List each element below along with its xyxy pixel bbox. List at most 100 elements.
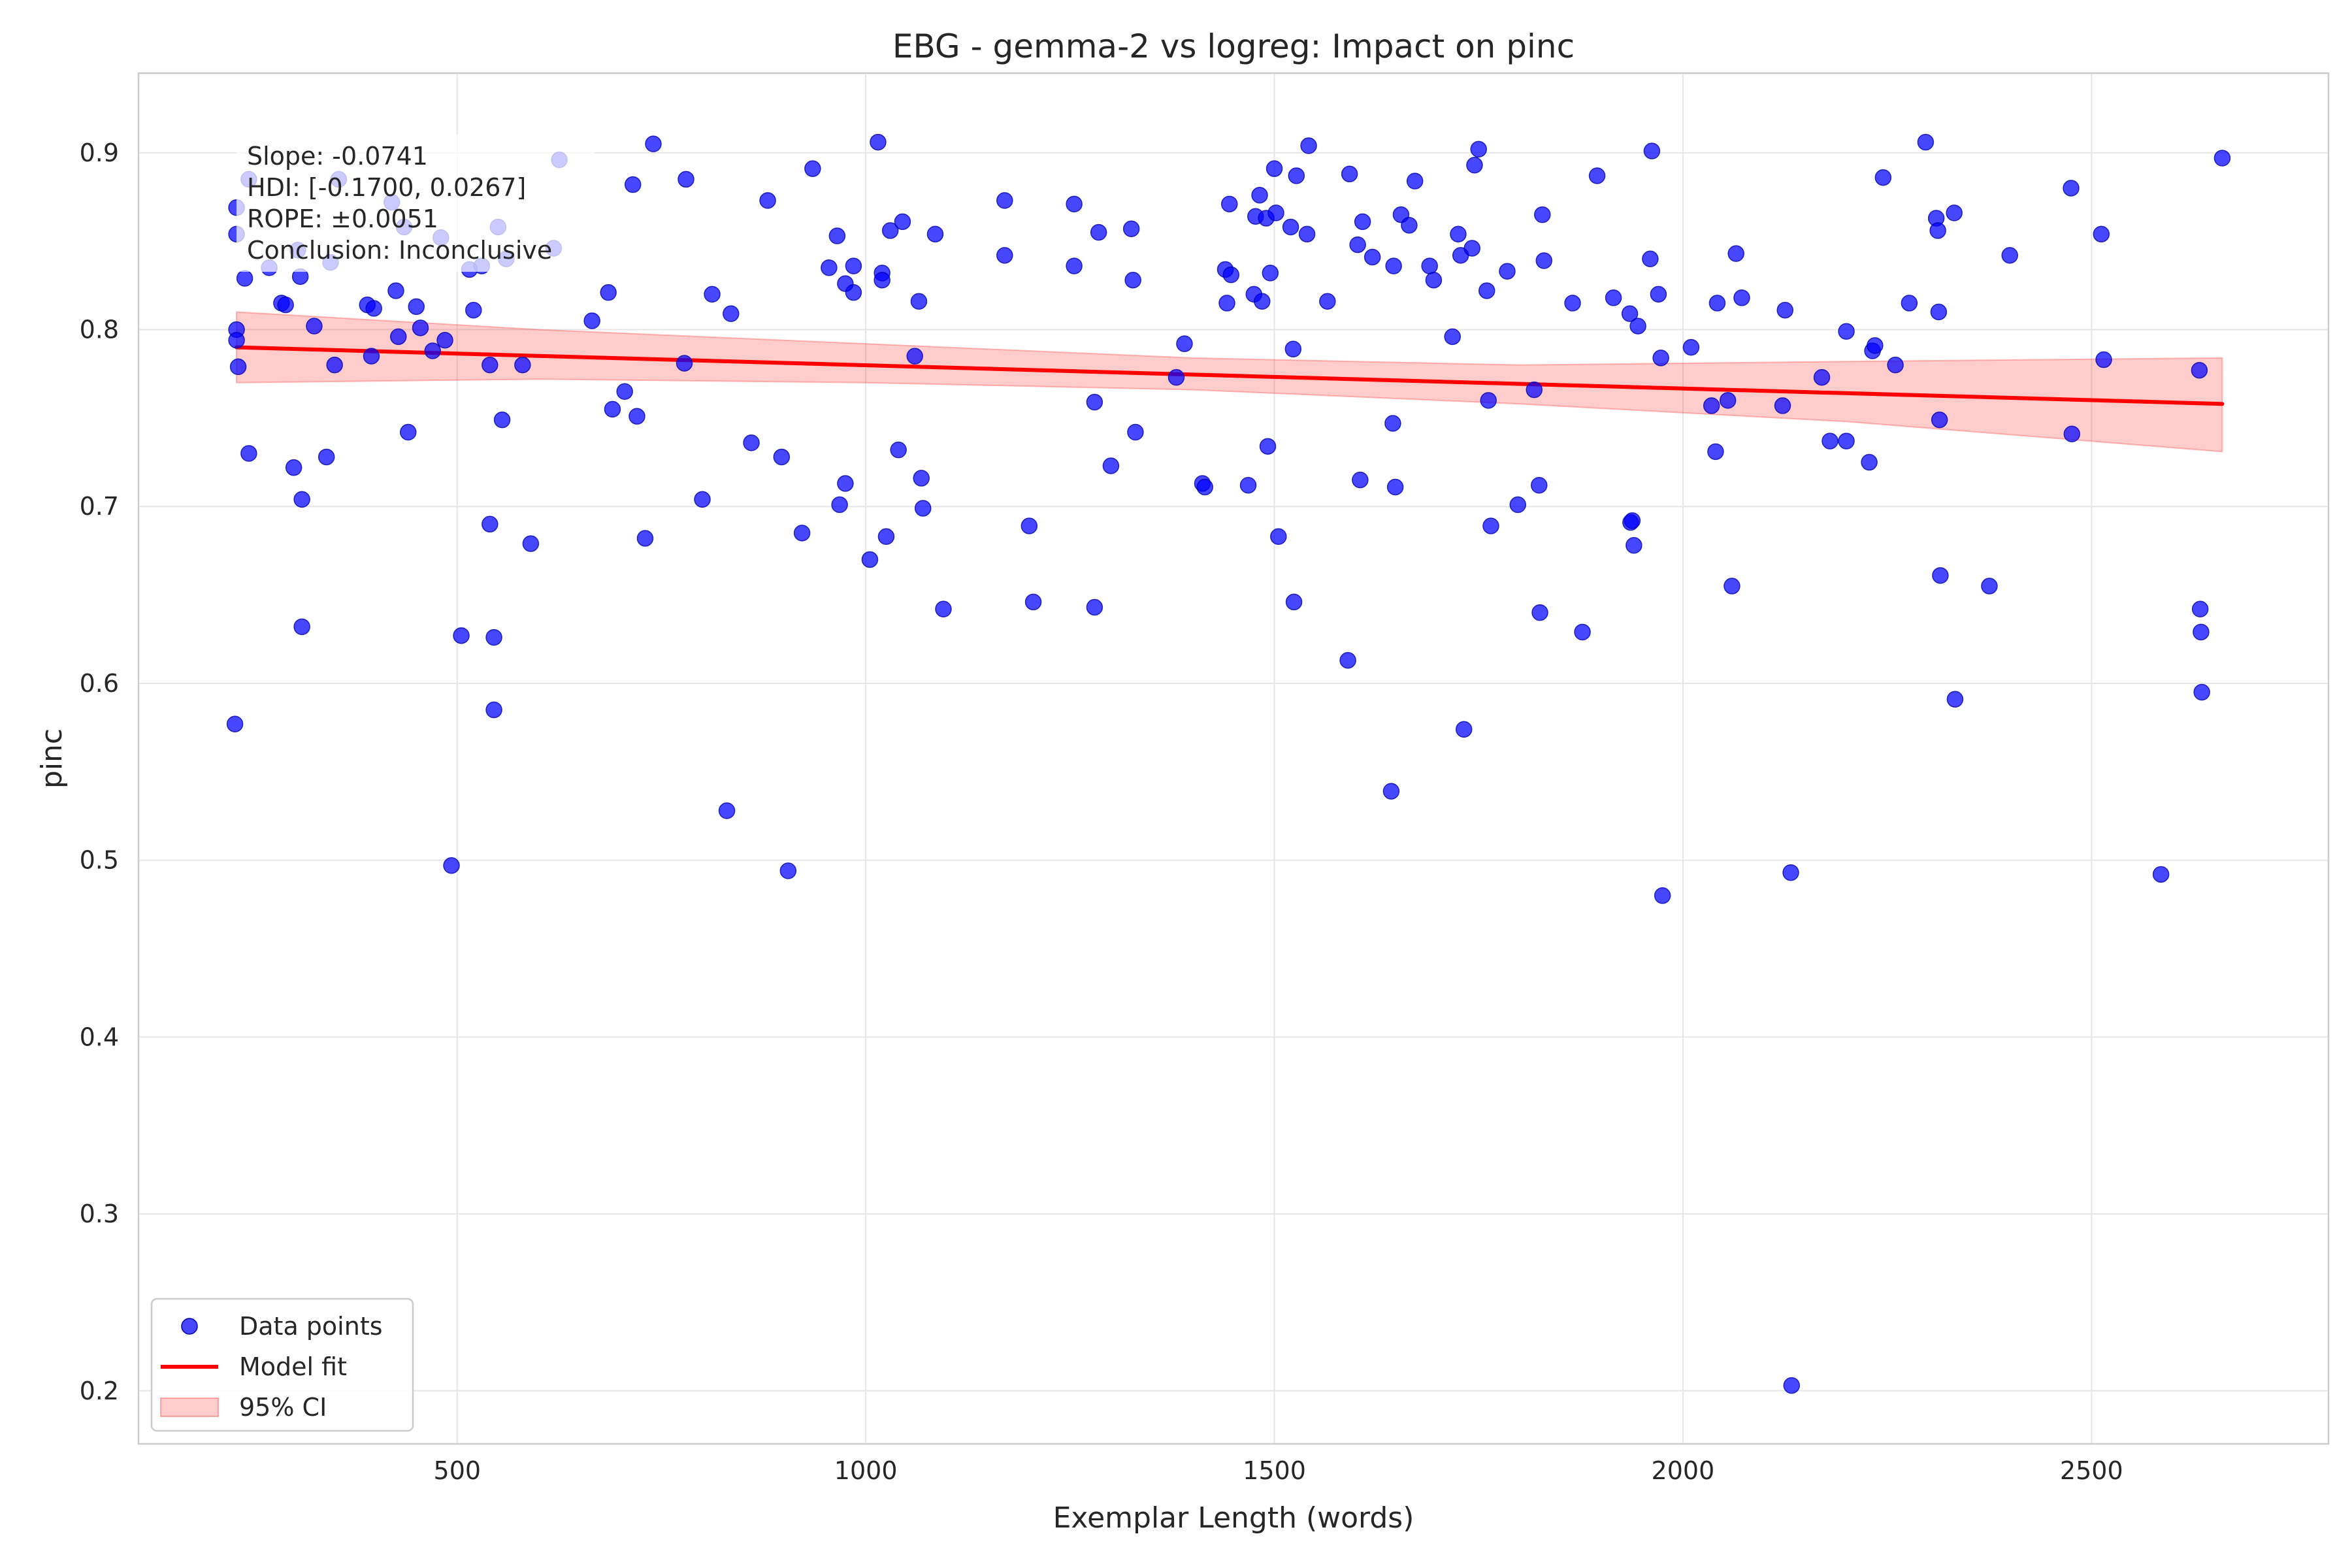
data-point <box>399 423 417 441</box>
data-point <box>1813 368 1831 386</box>
y-tick-label: 0.4 <box>80 1022 119 1051</box>
data-point <box>485 629 502 646</box>
data-point <box>910 293 928 310</box>
legend-marker-point <box>181 1318 198 1335</box>
y-tick-label: 0.8 <box>80 316 119 344</box>
data-point <box>831 496 848 514</box>
data-point <box>1534 206 1551 223</box>
data-point <box>2152 866 2170 883</box>
data-point <box>874 271 890 289</box>
data-point <box>1654 887 1671 904</box>
annotation-line: ROPE: ±0.0051 <box>247 204 438 233</box>
legend-marker-band <box>160 1397 219 1417</box>
data-point <box>828 227 846 244</box>
y-tick-label: 0.6 <box>80 669 119 698</box>
legend-box <box>150 1298 414 1432</box>
data-point <box>1450 225 1467 243</box>
chart-title: EBG - gemma-2 vs logreg: Impact on pinc <box>892 27 1575 65</box>
fit-layer <box>235 345 2225 406</box>
data-point <box>1218 295 1235 312</box>
data-point <box>1887 356 1904 374</box>
data-point <box>1298 225 1316 243</box>
data-point <box>676 355 693 372</box>
data-point <box>443 857 460 874</box>
data-point <box>465 302 482 319</box>
data-point <box>1478 282 1495 299</box>
data-point <box>1981 578 1998 595</box>
data-point <box>1470 140 1487 158</box>
data-point <box>894 213 911 231</box>
data-point <box>1930 303 1948 321</box>
data-point <box>1874 169 1892 186</box>
data-point <box>1838 323 1855 340</box>
data-point <box>318 448 335 466</box>
data-point <box>1932 567 1949 584</box>
data-point <box>1723 578 1740 595</box>
data-point <box>1239 477 1257 494</box>
data-point <box>723 305 740 322</box>
data-point <box>387 282 404 299</box>
data-point <box>1090 223 1107 241</box>
data-point <box>1339 652 1356 669</box>
data-point <box>804 160 821 177</box>
data-point <box>1401 217 1418 234</box>
data-point <box>1220 195 1238 213</box>
data-point <box>1901 295 1918 312</box>
data-point <box>1727 245 1744 262</box>
data-point <box>1776 302 1794 319</box>
data-point <box>389 328 407 346</box>
data-point <box>1642 250 1659 267</box>
data-point <box>914 500 932 517</box>
data-point <box>1259 438 1277 455</box>
y-tick-label: 0.3 <box>80 1200 119 1228</box>
data-point <box>1682 338 1700 356</box>
data-point <box>453 627 470 644</box>
annotation-line: Conclusion: Inconclusive <box>247 236 552 265</box>
data-point <box>759 192 776 209</box>
data-point <box>1917 133 1935 151</box>
y-axis-label: pinc <box>35 728 69 789</box>
data-point <box>1499 263 1516 280</box>
data-point <box>1531 477 1548 494</box>
data-point <box>1867 337 1884 354</box>
data-point <box>436 332 453 349</box>
data-point <box>1122 220 1140 237</box>
data-point <box>1382 783 1400 800</box>
data-point <box>1707 443 1724 461</box>
data-point <box>1385 257 1402 274</box>
x-tick-label: 2000 <box>1652 1456 1715 1485</box>
data-point <box>2191 600 2209 618</box>
y-axis-ticks: 0.2 0.3 0.4 0.5 0.6 0.7 0.8 0.9 <box>80 139 119 1405</box>
data-point <box>1733 289 1750 306</box>
data-point <box>629 408 645 425</box>
x-tick-label: 500 <box>434 1456 482 1485</box>
data-point <box>1588 167 1606 184</box>
data-point <box>694 491 711 508</box>
data-point <box>1931 411 1948 429</box>
data-point <box>1168 368 1185 386</box>
data-point <box>743 434 760 451</box>
data-point <box>1703 397 1720 414</box>
data-point <box>1352 471 1369 489</box>
y-tick-label: 0.7 <box>80 492 119 521</box>
data-point <box>1196 478 1213 496</box>
data-point <box>1861 453 1878 471</box>
data-point <box>1643 142 1661 159</box>
y-tick-label: 0.9 <box>80 139 119 167</box>
data-point <box>1086 598 1103 616</box>
data-point <box>1629 318 1646 335</box>
data-point <box>616 383 633 400</box>
data-point <box>522 535 540 552</box>
data-point <box>837 475 854 492</box>
data-point <box>1455 721 1473 738</box>
data-point <box>636 530 654 547</box>
data-point <box>1127 423 1144 441</box>
data-point <box>1285 593 1303 611</box>
data-point <box>935 600 952 618</box>
data-point <box>277 296 294 314</box>
data-point <box>2095 351 2112 368</box>
data-point <box>365 300 382 317</box>
legend: Data points Model fit 95% CI <box>150 1298 414 1432</box>
